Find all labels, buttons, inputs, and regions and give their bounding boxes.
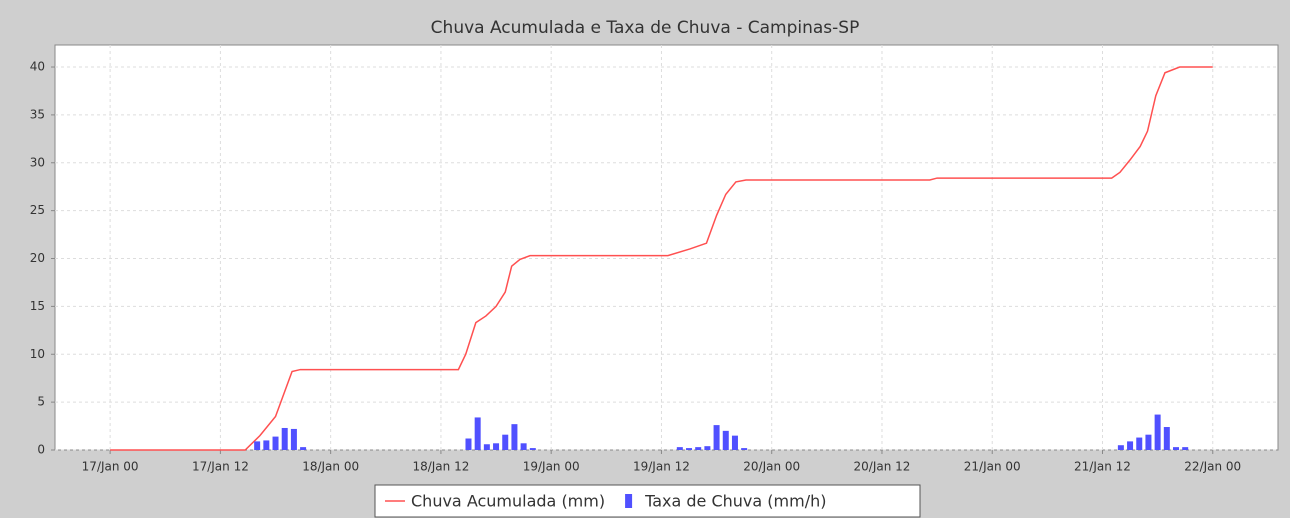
x-tick-label: 17/Jan 00 [82, 460, 139, 474]
chart-title: Chuva Acumulada e Taxa de Chuva - Campin… [431, 18, 860, 38]
bar [686, 448, 693, 450]
bar [520, 443, 527, 450]
line [110, 66, 1213, 451]
bar [254, 441, 261, 450]
x-tick-label: 21/Jan 12 [1074, 460, 1131, 474]
bar [1145, 434, 1152, 450]
y-tick-label: 10 [30, 347, 45, 361]
bar [1127, 441, 1134, 450]
bar [704, 446, 711, 450]
x-tick-label: 21/Jan 00 [964, 460, 1021, 474]
y-tick-label: 5 [37, 395, 45, 409]
legend-label: Chuva Acumulada (mm) [411, 492, 605, 511]
bar [1117, 445, 1124, 450]
bar [300, 447, 307, 450]
legend-swatch [625, 494, 633, 508]
bar [511, 424, 518, 450]
bar [263, 440, 270, 450]
x-tick-label: 20/Jan 12 [854, 460, 911, 474]
bar [474, 417, 481, 450]
bar [465, 438, 472, 450]
y-tick-label: 25 [30, 203, 45, 217]
x-tick-label: 18/Jan 00 [302, 460, 359, 474]
y-tick-label: 30 [30, 155, 45, 169]
bar [1136, 437, 1143, 450]
bar [741, 448, 748, 450]
plot-area [54, 44, 1279, 451]
bar [281, 427, 288, 450]
bar [483, 444, 490, 450]
x-tick-label: 17/Jan 12 [192, 460, 249, 474]
bar [676, 447, 683, 450]
bar [502, 434, 509, 450]
x-tick-label: 22/Jan 00 [1184, 460, 1241, 474]
y-tick-label: 35 [30, 107, 45, 121]
x-tick-label: 18/Jan 12 [412, 460, 469, 474]
bar [731, 435, 738, 450]
y-tick-label: 40 [30, 60, 45, 74]
bar [272, 436, 279, 450]
bar [695, 447, 702, 450]
y-tick-label: 20 [30, 251, 45, 265]
bar [290, 428, 297, 450]
legend [374, 484, 921, 518]
bar [1154, 414, 1161, 450]
y-tick-label: 0 [37, 443, 45, 457]
bar [529, 448, 536, 450]
bar [1163, 427, 1170, 450]
y-tick-label: 15 [30, 299, 45, 313]
bar [1182, 447, 1189, 450]
bar [1173, 447, 1180, 450]
x-tick-label: 19/Jan 00 [523, 460, 580, 474]
bar [722, 430, 729, 450]
x-tick-label: 20/Jan 00 [743, 460, 800, 474]
legend-label: Taxa de Chuva (mm/h) [644, 492, 826, 511]
x-tick-label: 19/Jan 12 [633, 460, 690, 474]
bar [713, 425, 720, 450]
bar [493, 443, 500, 450]
